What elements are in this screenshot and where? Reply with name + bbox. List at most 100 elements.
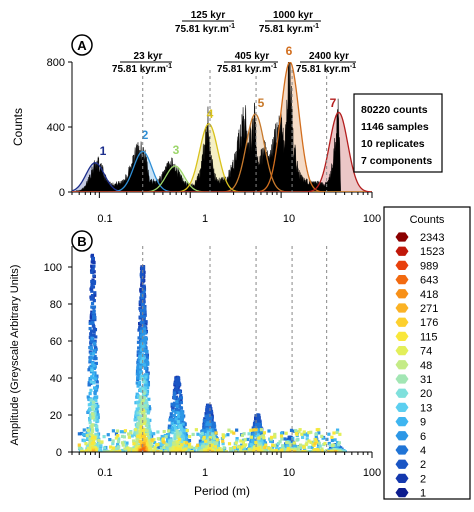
hexbin-cell [136, 434, 140, 439]
hexbin-cell [181, 422, 185, 426]
legend-label: 20 [420, 388, 432, 400]
component-2-curve [72, 150, 372, 192]
legend-label: 418 [420, 289, 438, 301]
hexbin-cell [139, 423, 144, 427]
hexbin-cell [141, 398, 145, 402]
hexbin-cell [140, 396, 144, 400]
hexbin-cell [201, 437, 205, 441]
hexbin-cell [141, 320, 145, 324]
hexbin-cell [136, 340, 141, 344]
hexbin-cell [93, 362, 97, 366]
hexbin-cell [139, 348, 143, 352]
hexbin-cell [140, 439, 144, 444]
legend-swatch [395, 402, 409, 413]
hexbin-cell [173, 432, 177, 436]
hexbin-cell [141, 287, 146, 291]
hexbin-cell [201, 444, 205, 448]
hexbin-cell [109, 449, 113, 452]
hexbin-cell [141, 302, 145, 306]
hexbin-cell [88, 421, 92, 425]
hexbin-cell [333, 450, 338, 452]
hexbin-cell [243, 450, 248, 452]
hexbin-cell [147, 431, 151, 435]
hexbin-cell [90, 337, 94, 341]
hexbin-cell [156, 450, 160, 452]
hexbin-cell [199, 446, 203, 450]
hexbin-cell [164, 449, 168, 452]
hexbin-cell [99, 444, 103, 448]
annotation-1000kyr: 1000 kyr 75.81 kyr.m-1 [259, 10, 321, 35]
hexbin-cell [257, 414, 261, 418]
hexbin-cell [121, 443, 125, 447]
hexbin-cell [142, 421, 146, 425]
hexbin-cell [321, 436, 325, 440]
hexbin-cell [335, 440, 340, 445]
hexbin-cell [96, 435, 100, 439]
hexbin-cell [179, 398, 183, 402]
hexbin-cell [137, 403, 141, 408]
hexbin-cell [175, 442, 179, 446]
hexbin-cell [143, 341, 147, 345]
hexbin-cell [116, 434, 120, 438]
hexbin-cell [259, 428, 264, 432]
hexbin-cell [90, 376, 94, 380]
panel-a-letter: A [77, 38, 87, 53]
hexbin-cell [89, 297, 93, 301]
hexbin-cell [141, 336, 145, 340]
hexbin-cell [184, 433, 189, 437]
legend-label: 31 [420, 374, 432, 386]
hexbin-cell [90, 301, 95, 306]
hexbin-cell [177, 382, 182, 387]
hexbin-cell [271, 449, 275, 452]
hexbin-cell [90, 264, 94, 268]
hexbin-cell [214, 431, 218, 435]
hexbin-cell [80, 431, 84, 436]
hexbin-cell [88, 443, 93, 448]
hexbin-cell [162, 440, 166, 444]
hexbin-cell [139, 446, 144, 450]
hexbin-cell [199, 433, 203, 437]
hexbin-cell [145, 377, 149, 382]
hexbin-cell [136, 423, 140, 427]
hexbin-cell [144, 375, 148, 379]
hexbin-cell [269, 439, 273, 443]
hexbin-cell [91, 428, 95, 432]
panel-b-ytick-0: 0 [56, 447, 62, 459]
hexbin-cell [159, 446, 164, 450]
hexbin-cell [187, 445, 191, 449]
hexbin-cell [168, 427, 173, 431]
hexbin-cell [276, 442, 281, 446]
hexbin-cell [207, 405, 211, 410]
hexbin-cell [93, 327, 98, 332]
hexbin-cell [160, 442, 164, 447]
hexbin-cell [185, 428, 189, 433]
hexbin-cell [256, 446, 261, 451]
hexbin-cell [133, 431, 137, 435]
hexbin-cell [139, 407, 143, 411]
hexbin-cell [174, 397, 178, 401]
stat-counts: 80220 counts [361, 104, 428, 116]
hexbin-cell [148, 435, 152, 439]
hexbin-cell [267, 429, 271, 433]
hexbin-cell [138, 414, 143, 418]
hexbin-cell [95, 424, 99, 428]
panel-a: A Counts 0 400 800 0.1 1 10 100 1 2 3 4 … [11, 10, 443, 225]
legend-swatch [395, 360, 409, 370]
hexbin-cell [141, 434, 145, 438]
hexbin-cell [137, 359, 141, 363]
legend-label: 48 [420, 360, 432, 372]
hexbin-cell [88, 407, 93, 411]
hexbin-cell [88, 418, 92, 422]
hexbin-cell [94, 356, 98, 361]
hexbin-cell [122, 440, 127, 444]
legend-label: 13 [420, 402, 432, 414]
hexbin-cell [140, 400, 144, 404]
hexbin-cell [149, 447, 153, 451]
hexbin-cell [254, 423, 259, 427]
panel-a-ytick-800: 800 [47, 57, 65, 69]
hexbin-cell [142, 327, 146, 331]
hexbin-cell [181, 436, 186, 440]
panel-a-ytick-0: 0 [59, 187, 65, 199]
hexbin-cell [235, 439, 239, 443]
hexbin-cell [281, 444, 285, 448]
